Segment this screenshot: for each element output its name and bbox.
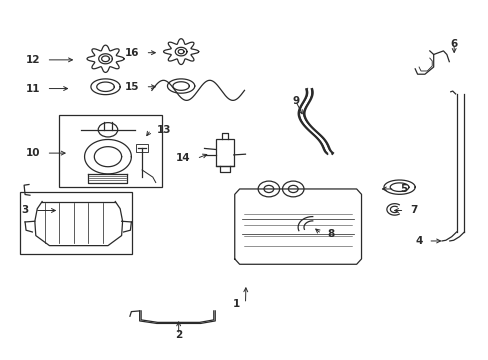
Text: 7: 7 bbox=[409, 206, 417, 216]
Text: 13: 13 bbox=[157, 125, 171, 135]
Bar bbox=[20, 192, 132, 255]
Bar bbox=[216, 139, 233, 166]
Text: 8: 8 bbox=[327, 229, 334, 239]
Text: 5: 5 bbox=[400, 184, 407, 194]
Text: 6: 6 bbox=[449, 39, 457, 49]
Text: 14: 14 bbox=[176, 153, 190, 163]
Text: 12: 12 bbox=[26, 55, 41, 65]
Text: 11: 11 bbox=[26, 84, 41, 94]
Text: 2: 2 bbox=[175, 330, 182, 340]
Text: 9: 9 bbox=[291, 96, 299, 106]
Text: 10: 10 bbox=[26, 148, 41, 158]
Bar bbox=[59, 116, 161, 187]
Text: 3: 3 bbox=[21, 206, 29, 216]
Text: 15: 15 bbox=[125, 82, 140, 92]
Text: 4: 4 bbox=[414, 236, 422, 246]
Text: 16: 16 bbox=[125, 48, 140, 58]
Bar bbox=[136, 144, 148, 152]
Text: 1: 1 bbox=[232, 299, 239, 309]
